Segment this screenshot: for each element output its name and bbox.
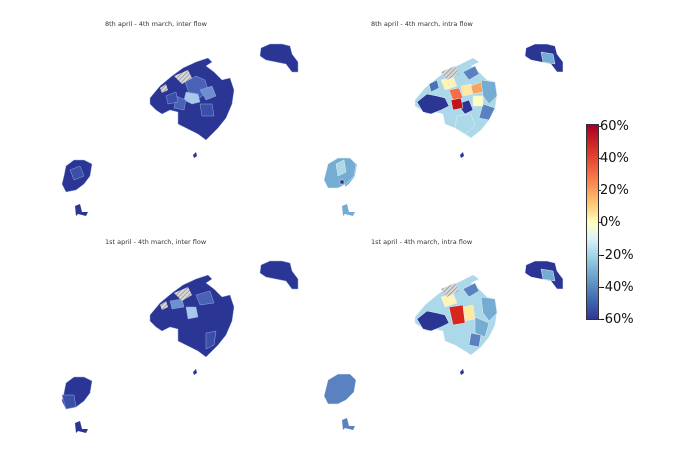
colorbar-tick: -40%	[598, 280, 634, 295]
ibiza-formentera-intra-8apr	[323, 157, 357, 216]
map-panel-1apr-inter: 1st april - 4th march, inter flow	[0, 229, 345, 458]
choropleth-map	[345, 43, 564, 188]
map-panel-8apr-intra: 8th april - 4th march, intra flow	[345, 0, 690, 229]
ibiza	[61, 376, 93, 410]
choropleth-map	[61, 260, 299, 433]
colorbar-tick: 40%	[598, 151, 629, 166]
cabrera	[460, 369, 464, 375]
panel-title: 8th april - 4th march, intra flow	[371, 20, 473, 28]
cabrera	[193, 152, 197, 158]
panel-title: 8th april - 4th march, inter flow	[105, 20, 207, 28]
formentera	[75, 421, 88, 433]
choropleth-map	[61, 43, 299, 216]
menorca	[524, 43, 564, 73]
colorbar-tick: 0%	[598, 215, 621, 230]
choropleth-map	[414, 260, 564, 375]
colorbar-tick: 20%	[598, 183, 629, 198]
menorca	[259, 43, 299, 73]
mallorca	[149, 57, 235, 141]
cabrera	[460, 152, 464, 158]
colorbar-tick: 60%	[598, 119, 629, 134]
mallorca	[414, 274, 498, 356]
colorbar-tick: -60%	[598, 312, 634, 327]
panel-title: 1st april - 4th march, inter flow	[105, 238, 207, 246]
ibiza	[61, 159, 93, 193]
formentera	[75, 204, 88, 216]
menorca	[259, 260, 299, 290]
panel-title: 1st april - 4th march, intra flow	[371, 238, 473, 246]
colorbar-tick: -20%	[598, 248, 634, 263]
map-panel-8apr-inter: 8th april - 4th march, inter flow	[0, 0, 345, 229]
menorca	[524, 260, 564, 290]
mallorca	[414, 57, 498, 139]
map-panel-1apr-intra: 1st april - 4th march, intra flow	[345, 229, 690, 458]
cabrera	[193, 369, 197, 375]
mallorca	[149, 274, 235, 358]
ibiza-formentera-intra-1apr	[323, 373, 357, 430]
